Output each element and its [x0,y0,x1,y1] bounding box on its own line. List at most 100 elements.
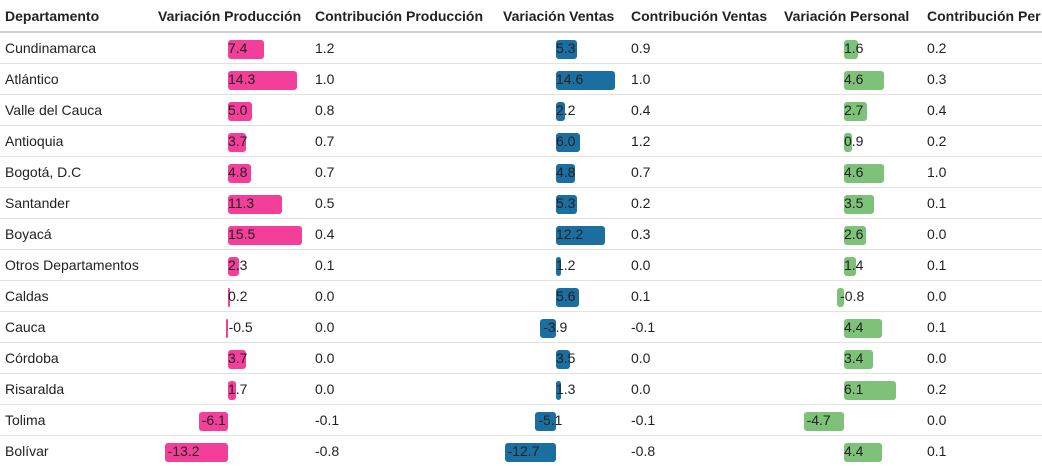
variacion-personal-bar-wrap: 4.4 [779,436,922,466]
contribucion-produccion-value: 0.0 [310,312,498,343]
variacion-produccion-cell: 15.5 [153,219,310,250]
contribucion-produccion-value: -0.1 [310,405,498,436]
departamento-name: Antioquia [0,126,153,157]
variacion-personal-value: 3.4 [844,343,863,373]
contribucion-ventas-value: 1.0 [626,64,779,95]
contribucion-ventas-value: 0.3 [626,219,779,250]
contribucion-personal-value: 0.2 [922,126,1042,157]
variacion-produccion-bar-wrap: 4.8 [153,157,310,187]
header-contribucion-produccion[interactable]: Contribución Producción [310,0,498,32]
header-variacion-produccion[interactable]: Variación Producción [153,0,310,32]
contribucion-ventas-value: 0.2 [626,188,779,219]
contribucion-ventas-value: 0.0 [626,250,779,281]
variacion-ventas-value: 4.8 [556,157,575,187]
variacion-personal-value: -0.8 [840,281,864,311]
contribucion-personal-value: 0.2 [922,32,1042,64]
contribucion-ventas-value: 1.2 [626,126,779,157]
departamento-name: Bolívar [0,436,153,466]
variacion-personal-value: 4.6 [844,157,863,187]
variacion-personal-value: 4.4 [844,436,863,466]
header-departamento[interactable]: Departamento [0,0,153,32]
variacion-personal-cell: 4.6 [779,157,922,188]
contribucion-produccion-value: 0.7 [310,157,498,188]
variacion-personal-bar-wrap: 4.4 [779,312,922,342]
variacion-produccion-cell: 2.3 [153,250,310,281]
variacion-ventas-bar-wrap: -3.9 [498,312,626,342]
contribucion-produccion-value: 0.0 [310,374,498,405]
variacion-produccion-cell: 3.7 [153,343,310,374]
variacion-ventas-cell: -3.9 [498,312,626,343]
variacion-produccion-bar-wrap: 7.4 [153,33,310,63]
variacion-personal-value: 4.4 [844,312,863,342]
variacion-personal-cell: 6.1 [779,374,922,405]
variacion-produccion-bar-wrap: 14.3 [153,64,310,94]
variacion-ventas-value: 5.3 [556,188,575,218]
contribucion-ventas-value: 0.7 [626,157,779,188]
contribucion-produccion-value: 0.0 [310,343,498,374]
contribucion-personal-value: 0.1 [922,312,1042,343]
variacion-ventas-bar-wrap: 4.8 [498,157,626,187]
variacion-personal-bar-wrap: 2.7 [779,95,922,125]
contribucion-personal-value: 1.0 [922,157,1042,188]
variacion-ventas-value: 14.6 [556,64,583,94]
variacion-personal-cell: 2.6 [779,219,922,250]
variacion-ventas-cell: 6.0 [498,126,626,157]
variacion-produccion-value: 14.3 [228,64,255,94]
variacion-produccion-value: -6.1 [202,405,226,435]
variacion-produccion-cell: 3.7 [153,126,310,157]
header-contribucion-personal[interactable]: Contribución Per [922,0,1042,32]
contribucion-personal-value: 0.4 [922,95,1042,126]
variacion-personal-bar-wrap: 2.6 [779,219,922,249]
header-contribucion-ventas[interactable]: Contribución Ventas [626,0,779,32]
variacion-produccion-cell: 14.3 [153,64,310,95]
variacion-personal-bar-wrap: 4.6 [779,157,922,187]
variacion-ventas-bar-wrap: 3.5 [498,343,626,373]
variacion-personal-bar-wrap: 3.5 [779,188,922,218]
variacion-produccion-bar-wrap: 5.0 [153,95,310,125]
contribucion-personal-value: 0.0 [922,281,1042,312]
contribucion-ventas-value: 0.1 [626,281,779,312]
contribucion-ventas-value: -0.1 [626,312,779,343]
variacion-personal-bar-wrap: 1.6 [779,33,922,63]
departamento-name: Tolima [0,405,153,436]
variacion-ventas-cell: 5.6 [498,281,626,312]
header-variacion-ventas[interactable]: Variación Ventas [498,0,626,32]
variacion-produccion-cell: 4.8 [153,157,310,188]
departamento-name: Risaralda [0,374,153,405]
contribucion-ventas-value: 0.9 [626,32,779,64]
contribucion-personal-value: 0.0 [922,343,1042,374]
variacion-produccion-value: 5.0 [228,95,247,125]
variacion-personal-cell: 0.9 [779,126,922,157]
variacion-personal-value: 0.9 [844,126,863,156]
contribucion-produccion-value: 0.8 [310,95,498,126]
variacion-ventas-bar-wrap: 5.3 [498,33,626,63]
variacion-ventas-value: -3.9 [543,312,567,342]
variacion-personal-bar-wrap: -4.7 [779,405,922,435]
variacion-ventas-value: -12.7 [508,436,540,466]
variacion-produccion-bar-wrap: 3.7 [153,343,310,373]
variacion-produccion-bar-wrap: 11.3 [153,188,310,218]
variacion-ventas-bar-wrap: 1.3 [498,374,626,404]
variacion-ventas-value: 3.5 [556,343,575,373]
variacion-personal-bar-wrap: 3.4 [779,343,922,373]
variacion-personal-cell: 4.4 [779,436,922,466]
variacion-produccion-value: -13.2 [168,436,200,466]
variacion-produccion-bar-wrap: 1.7 [153,374,310,404]
variacion-personal-cell: 1.4 [779,250,922,281]
departamento-name: Otros Departamentos [0,250,153,281]
contribucion-personal-value: 0.1 [922,250,1042,281]
variacion-ventas-cell: 1.3 [498,374,626,405]
header-variacion-personal[interactable]: Variación Personal [779,0,922,32]
variacion-personal-value: 6.1 [844,374,863,404]
variacion-produccion-value: 3.7 [228,343,247,373]
variacion-produccion-cell: 7.4 [153,32,310,64]
variacion-personal-cell: -0.8 [779,281,922,312]
contribucion-produccion-value: 0.4 [310,219,498,250]
